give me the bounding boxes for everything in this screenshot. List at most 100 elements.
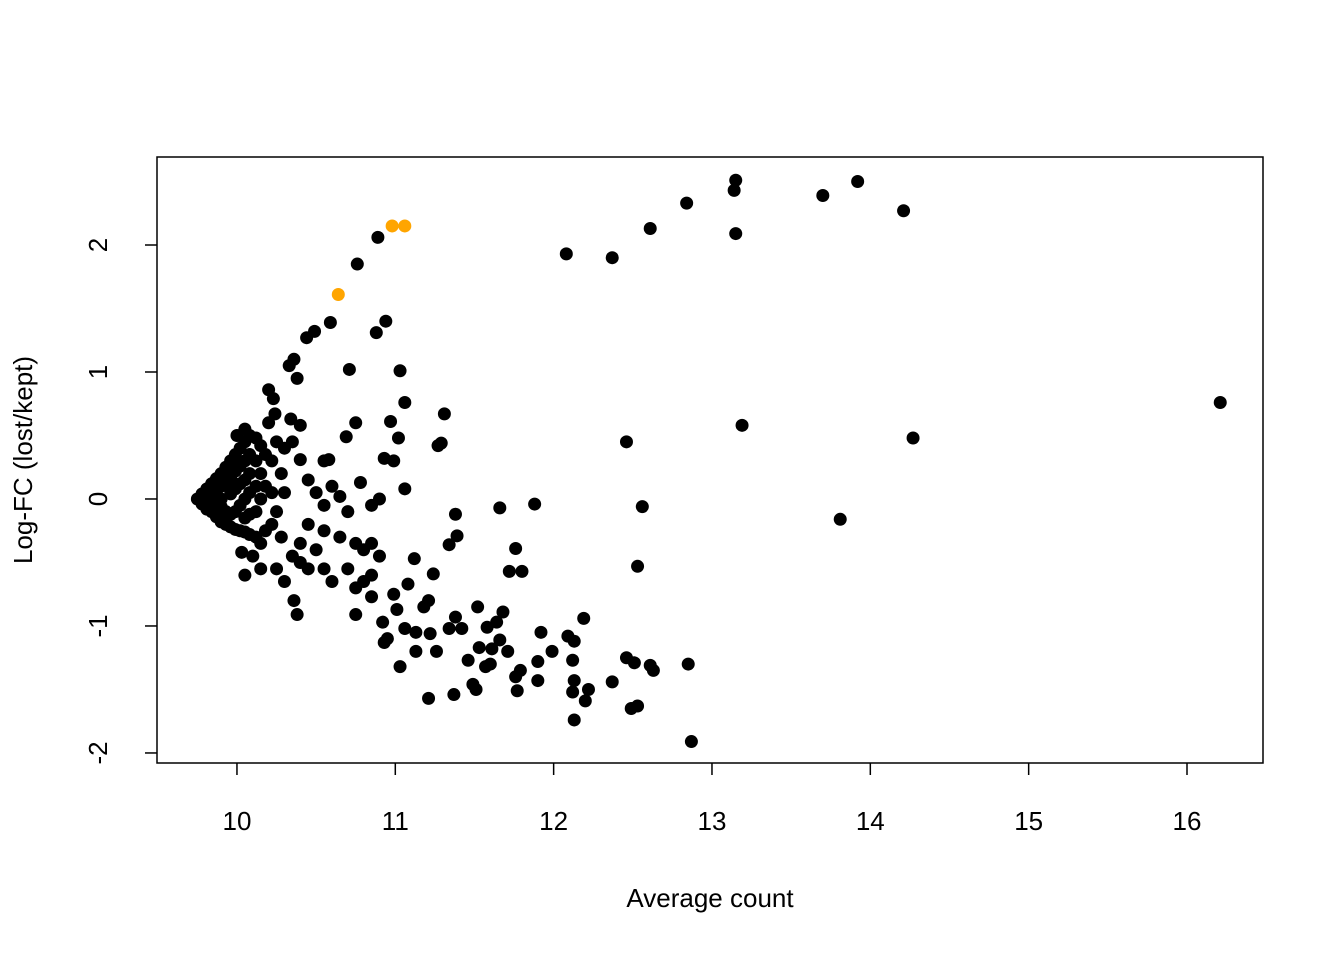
y-tick-label: -2 [83,741,113,764]
point [643,221,657,235]
point [480,620,494,634]
point [390,602,404,616]
point [301,473,315,487]
point [342,362,356,376]
point [341,505,355,519]
point [293,536,307,550]
x-tick-label: 15 [1014,806,1043,836]
y-tick-label: -1 [83,614,113,637]
point [447,688,461,702]
point [727,183,741,197]
point [309,543,323,557]
point [619,435,633,449]
point [559,247,573,261]
point [422,691,436,705]
point [325,479,339,493]
point [384,415,398,429]
point [325,575,339,589]
x-tick-label: 12 [539,806,568,836]
point [624,702,638,716]
point [851,175,865,189]
point [290,371,304,385]
x-axis-label: Average count [626,883,794,913]
point [270,505,284,519]
point [735,418,749,432]
point [317,454,331,468]
point [353,475,367,489]
point [270,562,284,576]
point [235,545,249,559]
point [816,188,830,202]
point [581,682,595,696]
point [461,653,475,667]
point [398,219,412,233]
point [293,555,307,569]
x-tick-label: 10 [223,806,252,836]
point [293,453,307,467]
point [534,625,548,639]
point [567,634,581,648]
point [531,674,545,688]
x-tick-label: 16 [1173,806,1202,836]
point [323,315,337,329]
point [249,454,263,468]
point [265,454,279,468]
point [341,562,355,576]
point [379,314,393,328]
point [448,507,462,521]
y-tick-label: 2 [83,238,113,252]
point [567,713,581,727]
point [385,219,399,233]
point [293,418,307,432]
y-tick-label: 0 [83,492,113,506]
point [502,564,516,578]
point [365,498,379,512]
point [501,644,515,658]
point [398,622,412,636]
point [646,663,660,677]
point [680,196,694,210]
point [277,575,291,589]
point [510,684,524,698]
point [401,577,415,591]
point [566,653,580,667]
point [509,542,523,556]
point [496,605,510,619]
point [339,430,353,444]
point [577,611,591,625]
point [833,512,847,526]
x-tick-label: 14 [856,806,885,836]
point [398,482,412,496]
point [417,600,431,614]
y-tick-label: 1 [83,365,113,379]
point [300,331,314,345]
point [265,486,279,500]
point [277,486,291,500]
point [254,562,268,576]
point [442,622,456,636]
point [301,517,315,531]
point [249,479,263,493]
point [515,564,529,578]
point [393,660,407,674]
point [423,627,437,641]
point [391,431,405,445]
point [729,227,743,241]
point [265,517,279,531]
point [387,454,401,468]
point [317,498,331,512]
point [409,625,423,639]
point [431,439,445,453]
point [254,467,268,481]
point [567,674,581,688]
point [282,359,296,373]
point [450,529,464,543]
point [407,552,421,566]
point [254,492,268,506]
point [238,422,252,436]
point [493,633,507,647]
point [483,657,497,671]
point [906,431,920,445]
point [471,600,485,614]
point [376,615,390,629]
